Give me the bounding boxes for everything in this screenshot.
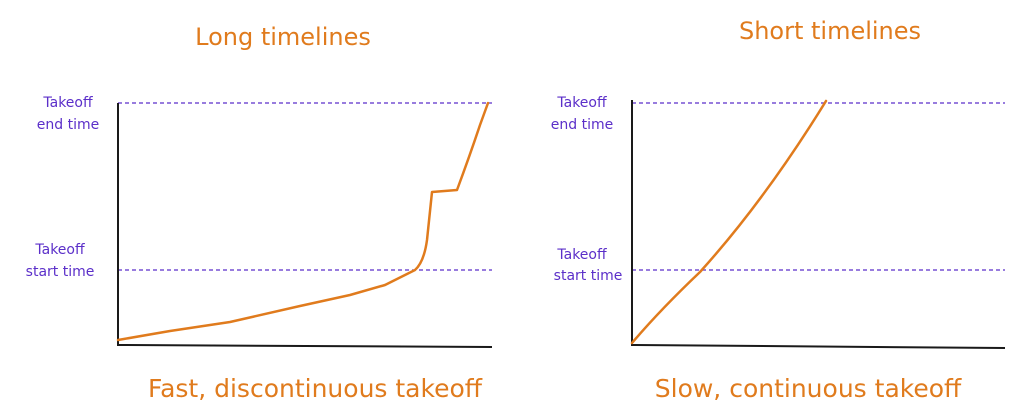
takeoff-curve	[116, 101, 490, 342]
panel-caption: Fast, discontinuous takeoff	[148, 374, 483, 403]
panel-title: Short timelines	[739, 17, 921, 45]
level-label: Takeoff	[556, 247, 607, 263]
panel-title: Long timelines	[195, 23, 371, 51]
level-label: end time	[551, 117, 613, 133]
level-label: Takeoff	[556, 95, 607, 111]
takeoff-curve	[630, 99, 828, 345]
level-label: Takeoff	[42, 95, 93, 111]
level-label: start time	[26, 264, 95, 280]
level-label: Takeoff	[34, 242, 85, 258]
panel-short: Short timelines Takeoff end time Takeoff…	[551, 17, 1006, 403]
panel-caption: Slow, continuous takeoff	[655, 374, 962, 403]
level-label: start time	[554, 268, 623, 284]
axes	[631, 100, 1006, 349]
panel-long: Long timelines Takeoff end time Takeoff …	[26, 23, 493, 403]
level-label: end time	[37, 117, 99, 133]
axes	[117, 103, 493, 348]
